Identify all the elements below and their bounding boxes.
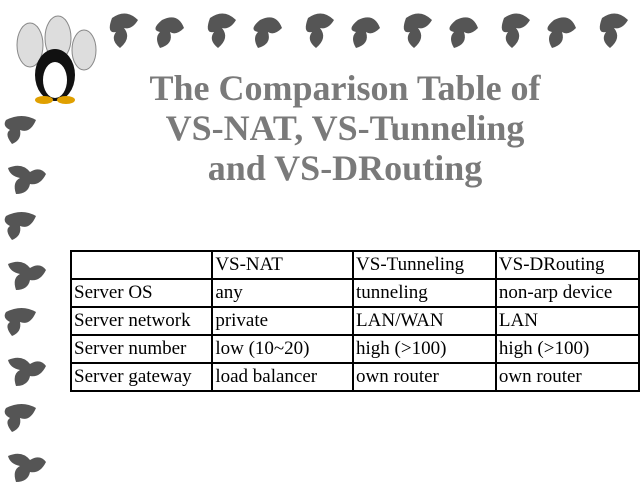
row-label: Server gateway <box>69 362 214 392</box>
title-line: The Comparison Table of <box>149 68 541 108</box>
comparison-table: VS-NAT VS-Tunneling VS-DRouting Server OS an… <box>69 250 640 392</box>
header-cell <box>69 250 214 280</box>
header-row: VS-NAT VS-Tunneling VS-DRouting <box>69 250 640 280</box>
penguins <box>16 15 97 104</box>
table-row: Server network private LAN/WAN LAN <box>69 306 640 336</box>
table-cell: private <box>211 306 355 336</box>
side-leaves <box>4 116 46 482</box>
header-cell: VS-NAT <box>211 250 355 280</box>
row-label: Server network <box>69 306 214 336</box>
row-label: Server OS <box>69 278 214 308</box>
table-row: Server OS any tunneling non-arp device <box>69 278 640 308</box>
row-label: Server number <box>69 334 214 364</box>
table-cell: LAN/WAN <box>352 306 497 336</box>
table-cell: high (>100) <box>352 334 497 364</box>
table-cell: own router <box>352 362 497 392</box>
table-row: Server gateway load balancer own router own… <box>69 362 640 392</box>
table-cell: any <box>211 278 355 308</box>
table-cell: LAN <box>494 306 640 336</box>
header-cell: VS-Tunneling <box>352 250 497 280</box>
top-leaves <box>109 13 628 49</box>
header-cell: VS-DRouting <box>494 250 640 280</box>
table-cell: own router <box>494 362 640 392</box>
table-cell: load balancer <box>211 362 355 392</box>
title-line: VS-NAT, VS-Tunneling <box>165 108 525 148</box>
table-row: Server number low (10~20) high (>100) high … <box>69 334 640 364</box>
table-cell: tunneling <box>352 278 497 308</box>
table-cell: non-arp device <box>494 278 640 308</box>
table-cell: low (10~20) <box>211 334 355 364</box>
table-cell: high (>100) <box>494 334 640 364</box>
title-line: and VS-DRouting <box>207 148 483 188</box>
slide-title: The Comparison Table of VS-NAT, VS-Tunnel… <box>100 68 590 188</box>
